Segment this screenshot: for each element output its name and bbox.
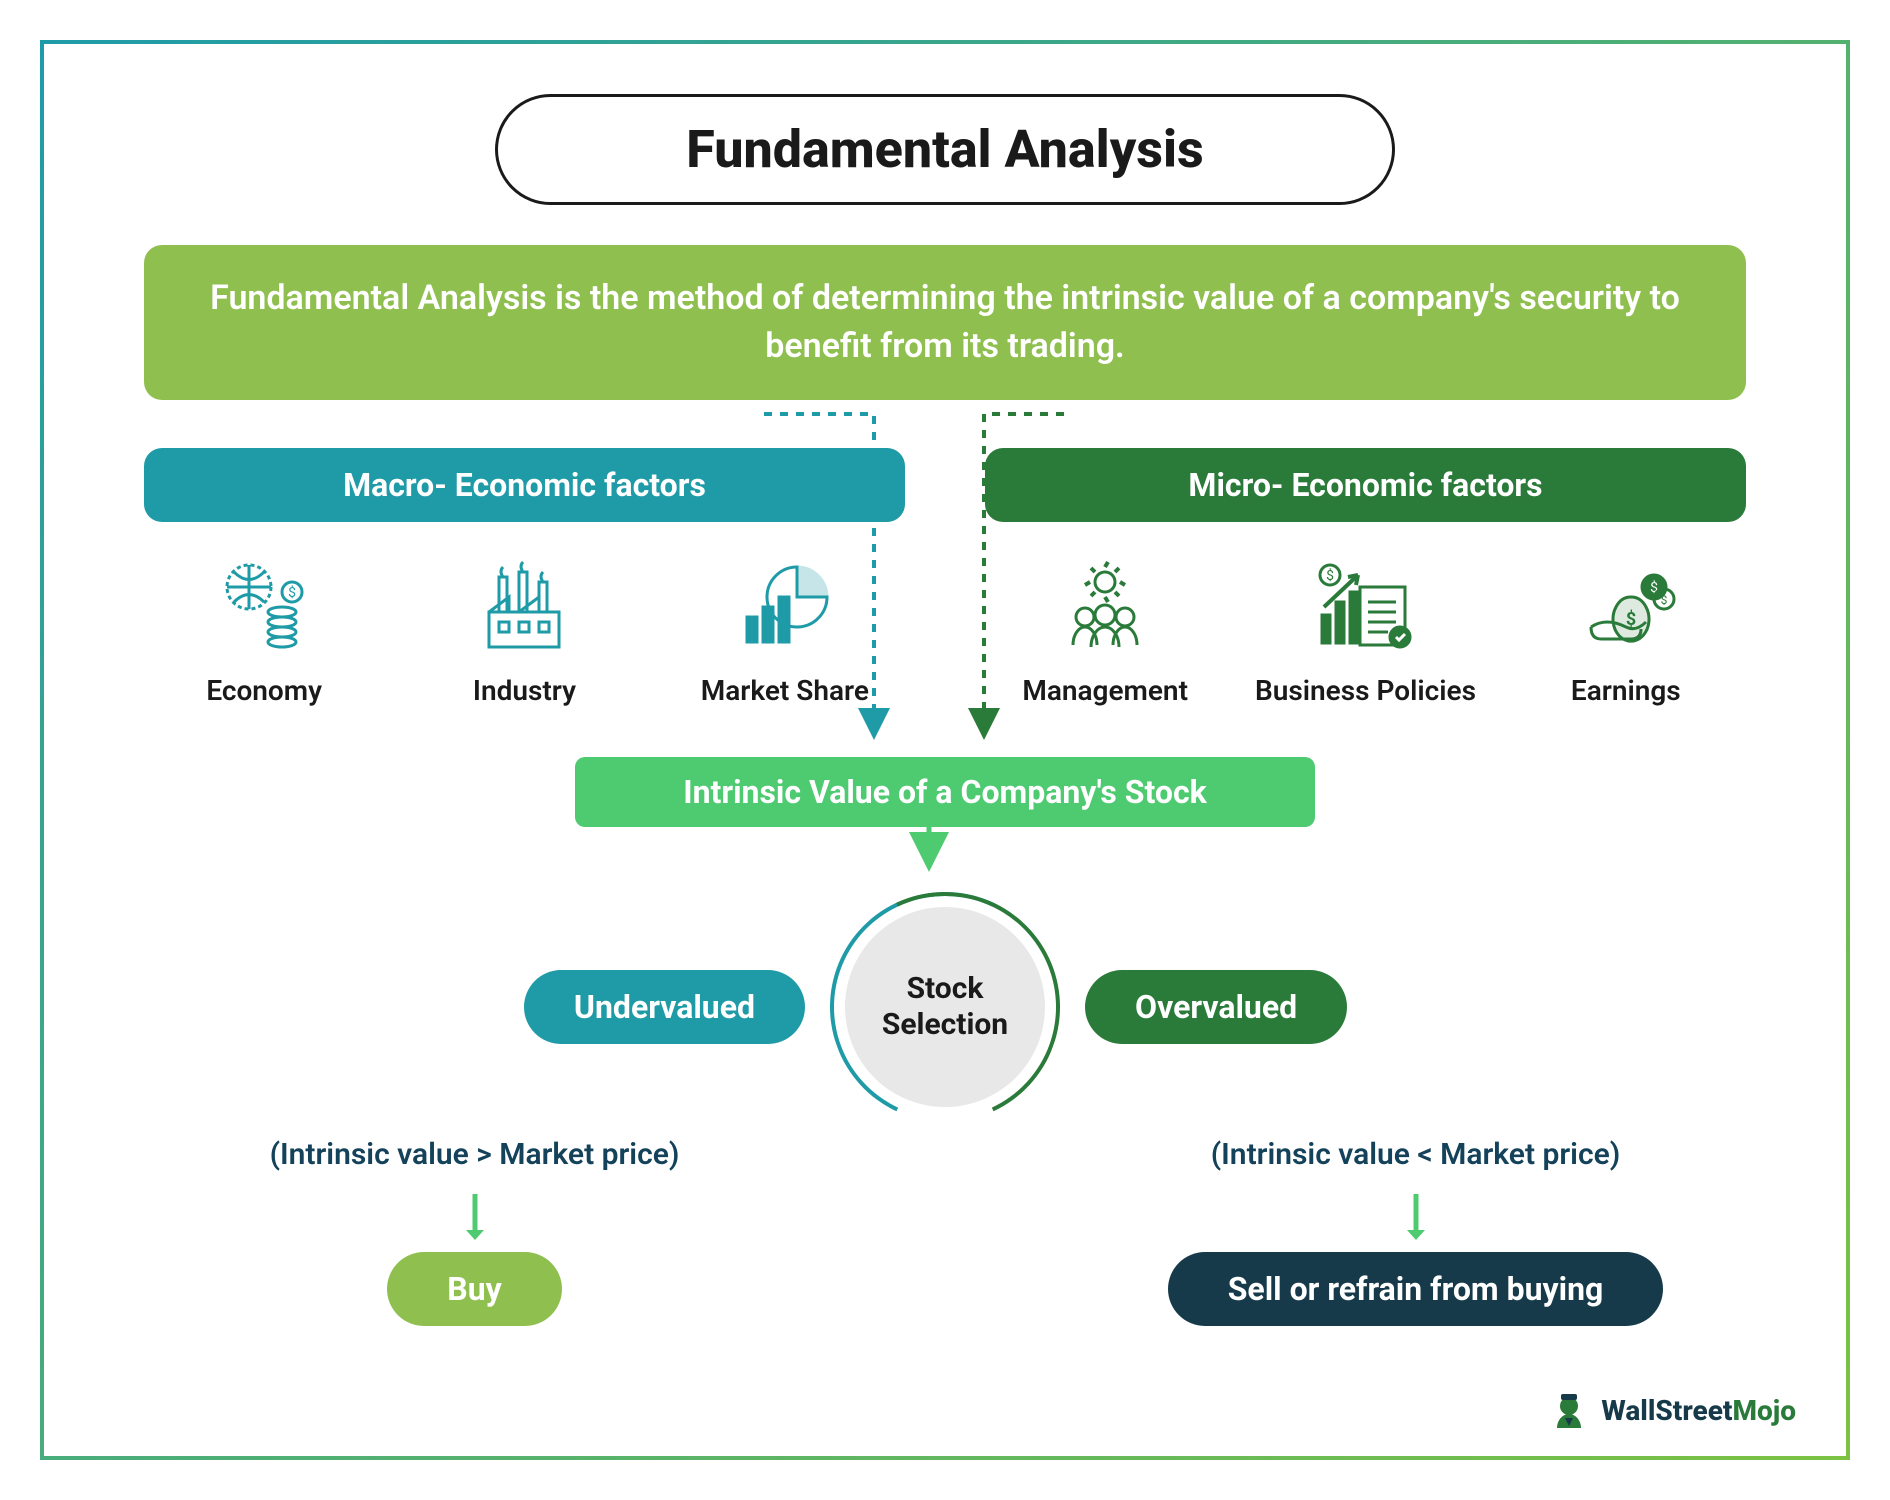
stock-selection-area: Stock Selection Undervalued Overvalued: [104, 877, 1786, 1137]
overvalued-outcome: (Intrinsic value < Market price) Sell or…: [1125, 1137, 1706, 1326]
micro-item-policies: $ Business Policies: [1245, 552, 1485, 707]
overvalued-condition: (Intrinsic value < Market price): [1125, 1137, 1706, 1172]
micro-item-earnings: $ $ $ Earnings: [1506, 552, 1746, 707]
arrow-down-icon: [460, 1192, 490, 1242]
macro-item-economy: $ Economy: [144, 552, 384, 707]
industry-icon: [404, 552, 644, 662]
brand-wall: WallStreet: [1601, 1394, 1732, 1427]
management-label: Management: [985, 674, 1225, 707]
description: Fundamental Analysis is the method of de…: [144, 245, 1746, 400]
policies-label: Business Policies: [1245, 674, 1485, 707]
undervalued-pill: Undervalued: [524, 970, 805, 1044]
outcomes-row: (Intrinsic value > Market price) Buy (In…: [184, 1137, 1706, 1326]
earnings-label: Earnings: [1506, 674, 1746, 707]
management-icon: [985, 552, 1225, 662]
title: Fundamental Analysis: [495, 94, 1395, 205]
economy-label: Economy: [144, 674, 384, 707]
stock-selection-label: Stock Selection: [845, 971, 1045, 1043]
buy-action: Buy: [387, 1252, 561, 1326]
svg-text:$: $: [1626, 609, 1636, 630]
brand-text: WallStreetMojo: [1601, 1394, 1796, 1427]
svg-text:$: $: [288, 584, 296, 601]
macro-item-industry: Industry: [404, 552, 644, 707]
brand-mojo: Mojo: [1732, 1394, 1796, 1427]
micro-item-management: Management: [985, 552, 1225, 707]
arrow-down-icon: [1401, 1192, 1431, 1242]
factors-row: Macro- Economic factors $: [144, 448, 1746, 707]
intrinsic-value-box: Intrinsic Value of a Company's Stock: [575, 757, 1315, 827]
macro-icons: $ Economy: [144, 552, 905, 707]
undervalued-outcome: (Intrinsic value > Market price) Buy: [184, 1137, 765, 1326]
logo-icon: [1547, 1388, 1591, 1432]
brand-logo: WallStreetMojo: [1547, 1388, 1796, 1432]
micro-icons: Management $: [985, 552, 1746, 707]
stock-selection-circle: Stock Selection: [845, 907, 1045, 1107]
micro-column: Micro- Economic factors Management: [985, 448, 1746, 707]
macro-item-marketshare: Market Share: [665, 552, 905, 707]
micro-header: Micro- Economic factors: [985, 448, 1746, 522]
undervalued-condition: (Intrinsic value > Market price): [184, 1137, 765, 1172]
overvalued-pill: Overvalued: [1085, 970, 1347, 1044]
macro-header: Macro- Economic factors: [144, 448, 905, 522]
industry-label: Industry: [404, 674, 644, 707]
marketshare-label: Market Share: [665, 674, 905, 707]
earnings-icon: $ $ $: [1506, 552, 1746, 662]
sell-action: Sell or refrain from buying: [1168, 1252, 1664, 1326]
market-share-icon: [665, 552, 905, 662]
diagram-frame: Fundamental Analysis Fundamental Analysi…: [40, 40, 1850, 1460]
svg-text:$: $: [1327, 567, 1335, 584]
policies-icon: $: [1245, 552, 1485, 662]
macro-column: Macro- Economic factors $: [144, 448, 905, 707]
economy-icon: $: [144, 552, 384, 662]
svg-text:$: $: [1660, 593, 1667, 607]
